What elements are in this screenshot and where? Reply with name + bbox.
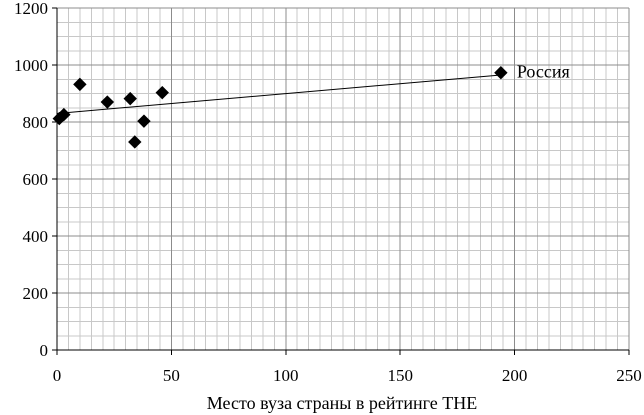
y-tick-labels: 0 200 400 600 800 1000 1200 <box>14 0 48 360</box>
data-point <box>123 91 137 106</box>
point-annotation: Россия <box>517 62 570 82</box>
data-point <box>494 65 508 80</box>
x-tick-label: 200 <box>502 366 528 385</box>
annotations: Россия <box>517 62 570 82</box>
data-points <box>52 65 508 149</box>
x-tick-labels: 0 50 100 150 200 250 <box>53 366 642 385</box>
y-tick-label: 200 <box>23 284 49 303</box>
y-tick-label: 1200 <box>14 0 48 18</box>
data-point <box>137 114 151 128</box>
y-tick-label: 600 <box>23 170 49 189</box>
x-tick-label: 50 <box>163 366 180 385</box>
x-tick-label: 250 <box>616 366 642 385</box>
y-tick-label: 0 <box>40 341 49 360</box>
trendline-group <box>56 74 501 114</box>
data-point <box>57 107 71 122</box>
data-point <box>100 95 115 109</box>
y-tick-label: 800 <box>23 113 49 132</box>
trendline <box>56 74 501 114</box>
x-axis-title: Место вуза страны в рейтинге THE <box>207 393 477 413</box>
data-point <box>155 85 169 100</box>
y-tick-label: 400 <box>23 227 49 246</box>
data-point <box>73 77 87 92</box>
axes <box>52 7 630 355</box>
x-tick-label: 150 <box>387 366 413 385</box>
x-tick-label: 0 <box>53 366 62 385</box>
x-tick-label: 100 <box>273 366 299 385</box>
data-point <box>128 135 142 149</box>
y-tick-label: 1000 <box>14 56 48 75</box>
